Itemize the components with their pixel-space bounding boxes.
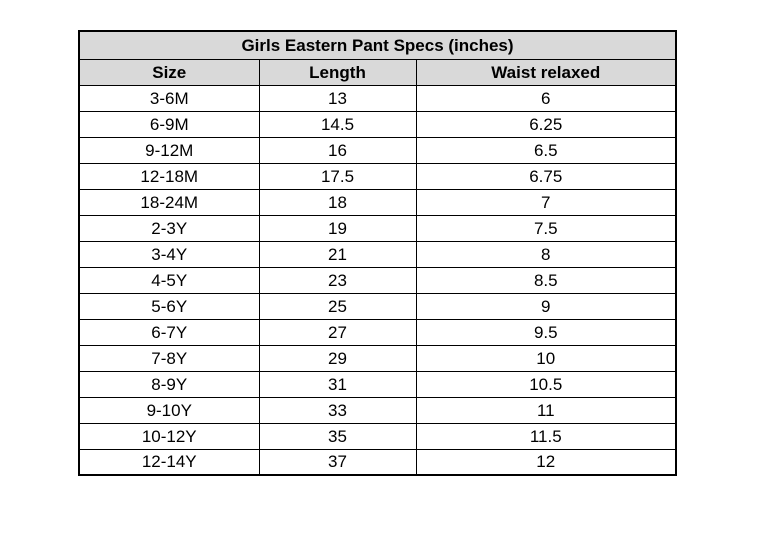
size-cell: 3-6M xyxy=(78,84,260,112)
table-row: 9-10Y 33 11 xyxy=(78,396,677,424)
waist-cell: 8.5 xyxy=(415,266,677,294)
length-cell: 27 xyxy=(258,318,417,346)
size-cell: 5-6Y xyxy=(78,292,260,320)
length-cell: 18 xyxy=(258,188,417,216)
size-cell: 18-24M xyxy=(78,188,260,216)
waist-cell: 8 xyxy=(415,240,677,268)
size-cell: 7-8Y xyxy=(78,344,260,372)
size-cell: 10-12Y xyxy=(78,422,260,450)
column-header-size: Size xyxy=(78,58,260,86)
column-header-length: Length xyxy=(258,58,417,86)
table-row: 3-6M 13 6 xyxy=(78,84,677,112)
size-cell: 6-9M xyxy=(78,110,260,138)
table-row: 2-3Y 19 7.5 xyxy=(78,214,677,242)
length-cell: 21 xyxy=(258,240,417,268)
table-row: 6-9M 14.5 6.25 xyxy=(78,110,677,138)
length-cell: 29 xyxy=(258,344,417,372)
table-row: 12-14Y 37 12 xyxy=(78,448,677,476)
table-row: 5-6Y 25 9 xyxy=(78,292,677,320)
table-row: 7-8Y 29 10 xyxy=(78,344,677,372)
size-cell: 9-10Y xyxy=(78,396,260,424)
size-cell: 3-4Y xyxy=(78,240,260,268)
length-cell: 33 xyxy=(258,396,417,424)
waist-cell: 6.25 xyxy=(415,110,677,138)
table-row: 3-4Y 21 8 xyxy=(78,240,677,268)
waist-cell: 7.5 xyxy=(415,214,677,242)
waist-cell: 12 xyxy=(415,448,677,476)
table-row: 9-12M 16 6.5 xyxy=(78,136,677,164)
waist-cell: 6.75 xyxy=(415,162,677,190)
column-header-waist-relaxed: Waist relaxed xyxy=(415,58,677,86)
length-cell: 13 xyxy=(258,84,417,112)
length-cell: 16 xyxy=(258,136,417,164)
size-cell: 12-18M xyxy=(78,162,260,190)
waist-cell: 7 xyxy=(415,188,677,216)
waist-cell: 6.5 xyxy=(415,136,677,164)
table-title: Girls Eastern Pant Specs (inches) xyxy=(78,30,677,60)
waist-cell: 11 xyxy=(415,396,677,424)
size-cell: 8-9Y xyxy=(78,370,260,398)
length-cell: 25 xyxy=(258,292,417,320)
waist-cell: 10.5 xyxy=(415,370,677,398)
table-row: 8-9Y 31 10.5 xyxy=(78,370,677,398)
size-cell: 9-12M xyxy=(78,136,260,164)
size-cell: 12-14Y xyxy=(78,448,260,476)
length-cell: 23 xyxy=(258,266,417,294)
table-title-row: Girls Eastern Pant Specs (inches) xyxy=(78,30,677,60)
table-header-row: Size Length Waist relaxed xyxy=(78,58,677,86)
length-cell: 19 xyxy=(258,214,417,242)
size-cell: 2-3Y xyxy=(78,214,260,242)
length-cell: 31 xyxy=(258,370,417,398)
size-cell: 6-7Y xyxy=(78,318,260,346)
table-row: 12-18M 17.5 6.75 xyxy=(78,162,677,190)
waist-cell: 9 xyxy=(415,292,677,320)
length-cell: 14.5 xyxy=(258,110,417,138)
waist-cell: 6 xyxy=(415,84,677,112)
length-cell: 17.5 xyxy=(258,162,417,190)
table-row: 10-12Y 35 11.5 xyxy=(78,422,677,450)
waist-cell: 10 xyxy=(415,344,677,372)
table-row: 18-24M 18 7 xyxy=(78,188,677,216)
waist-cell: 9.5 xyxy=(415,318,677,346)
table-row: 6-7Y 27 9.5 xyxy=(78,318,677,346)
pant-specs-table: Girls Eastern Pant Specs (inches) Size L… xyxy=(78,30,678,476)
length-cell: 35 xyxy=(258,422,417,450)
table-row: 4-5Y 23 8.5 xyxy=(78,266,677,294)
waist-cell: 11.5 xyxy=(415,422,677,450)
length-cell: 37 xyxy=(258,448,417,476)
size-cell: 4-5Y xyxy=(78,266,260,294)
